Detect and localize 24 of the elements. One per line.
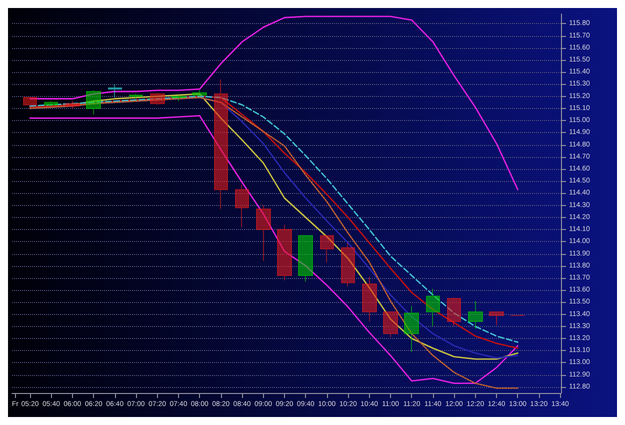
candlestick (426, 288, 440, 327)
candlestick (235, 184, 249, 228)
candlestick (298, 235, 313, 282)
candlestick (23, 97, 37, 106)
candlestick (447, 296, 461, 327)
candlestick (171, 94, 186, 102)
candlestick (256, 204, 271, 262)
candlestick (44, 100, 58, 107)
candlestick (129, 93, 143, 100)
candlestick (468, 300, 483, 330)
candlestick (192, 90, 207, 97)
candlestick (86, 90, 101, 115)
candlestick (150, 92, 165, 106)
candlestick (383, 311, 398, 338)
candlestick (277, 224, 292, 281)
candlestick (320, 235, 334, 263)
candlestick (362, 276, 377, 322)
candlestick (341, 242, 355, 287)
candlestick (65, 100, 80, 109)
line-series (29, 16, 518, 190)
candlestick (404, 305, 419, 352)
candlestick (489, 311, 504, 326)
candlestick (108, 84, 122, 98)
candlestick (214, 78, 228, 210)
